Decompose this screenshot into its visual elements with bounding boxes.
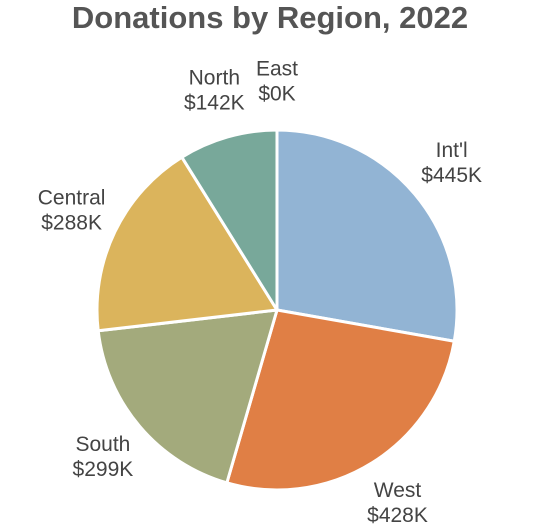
slice-value-label: $299K <box>73 458 134 481</box>
slice-label: West <box>374 479 422 502</box>
slice-label: Central <box>38 187 106 210</box>
slice-value-label: $288K <box>41 212 102 235</box>
pie-slice <box>180 128 279 312</box>
slice-value-label: $0K <box>258 83 295 106</box>
pie-slice <box>95 155 279 333</box>
slice-value-label: $445K <box>421 164 482 187</box>
slice-value-label: $428K <box>367 504 428 527</box>
chart-title: Donations by Region, 2022 <box>72 0 468 35</box>
pie-slice <box>96 308 279 485</box>
slice-value-label: $142K <box>184 91 245 114</box>
slice-label: North <box>189 66 240 89</box>
slice-label: East <box>256 58 298 81</box>
pie-slice <box>275 128 459 343</box>
pie-slice <box>225 308 456 492</box>
slice-label: Int'l <box>436 139 468 162</box>
slice-label: South <box>75 433 130 456</box>
